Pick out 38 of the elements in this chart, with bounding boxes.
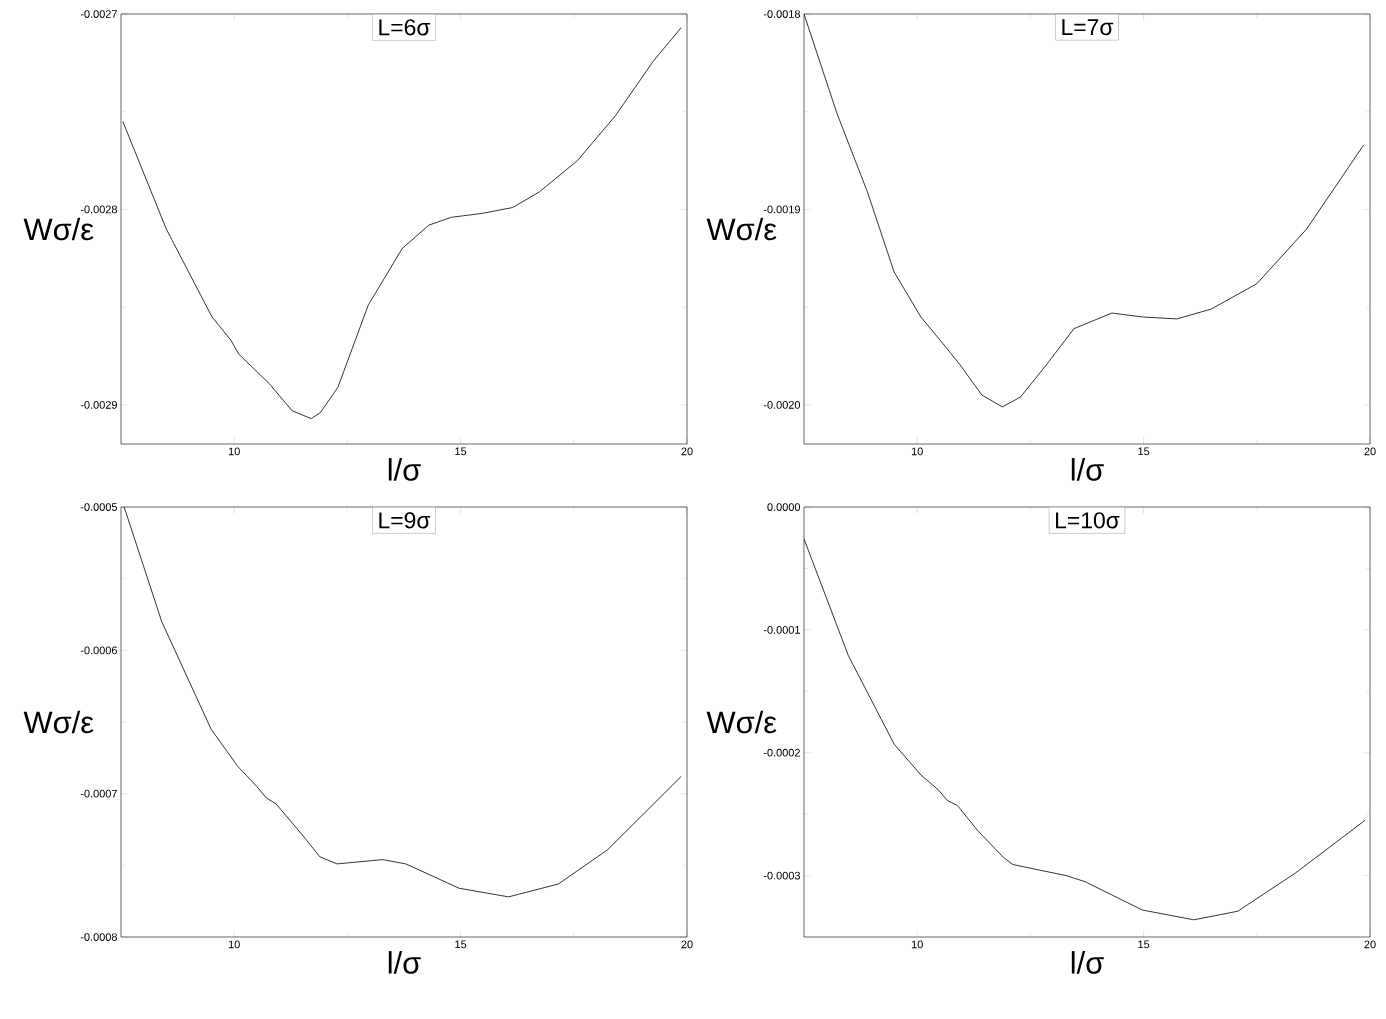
chart-title: L=6σ <box>379 19 431 36</box>
x-tick-label: 15 <box>455 940 467 949</box>
y-tick-label: 0.0000 <box>767 503 801 511</box>
y-axis-title: Wσ/ε <box>23 710 94 734</box>
y-axis-title: Wσ/ε <box>706 710 777 734</box>
y-tick-label: -0.0005 <box>80 503 117 511</box>
x-axis-title: l/σ <box>388 951 421 974</box>
x-axis-title: l/σ <box>388 458 421 481</box>
chart-title: L=9σ <box>379 512 431 529</box>
y-tick-label: -0.0028 <box>80 205 117 214</box>
y-axis-title: Wσ/ε <box>23 217 94 241</box>
chart-title: L=10σ <box>1056 512 1120 529</box>
y-tick-label: -0.0003 <box>763 871 800 880</box>
y-axis-title: Wσ/ε <box>706 217 777 241</box>
x-tick-label: 20 <box>681 447 693 456</box>
x-tick-label: 10 <box>228 447 240 456</box>
y-tick-label: -0.0001 <box>763 626 800 634</box>
y-tick-label: -0.0002 <box>763 748 800 757</box>
x-tick-label: 20 <box>1364 447 1376 456</box>
x-axis-title: l/σ <box>1071 458 1104 481</box>
y-tick-label: -0.0006 <box>80 646 117 655</box>
x-tick-label: 10 <box>911 940 923 949</box>
y-tick-label: -0.0027 <box>80 10 117 18</box>
x-axis-title: l/σ <box>1071 951 1104 974</box>
y-tick-label: -0.0020 <box>763 401 801 409</box>
x-tick-label: 20 <box>1364 940 1376 949</box>
y-tick-label: -0.0018 <box>763 10 800 18</box>
x-tick-label: 20 <box>681 940 693 949</box>
x-tick-label: 10 <box>911 447 923 456</box>
y-tick-label: -0.0029 <box>80 401 117 409</box>
y-tick-label: -0.0019 <box>763 205 800 214</box>
x-tick-label: 10 <box>228 940 240 949</box>
chart-title: L=7σ <box>1062 19 1114 36</box>
x-tick-label: 15 <box>1138 940 1150 949</box>
x-tick-label: 15 <box>455 447 467 456</box>
y-tick-label: -0.0007 <box>80 789 117 798</box>
x-tick-label: 15 <box>1138 447 1150 456</box>
y-tick-label: -0.0008 <box>80 933 117 941</box>
